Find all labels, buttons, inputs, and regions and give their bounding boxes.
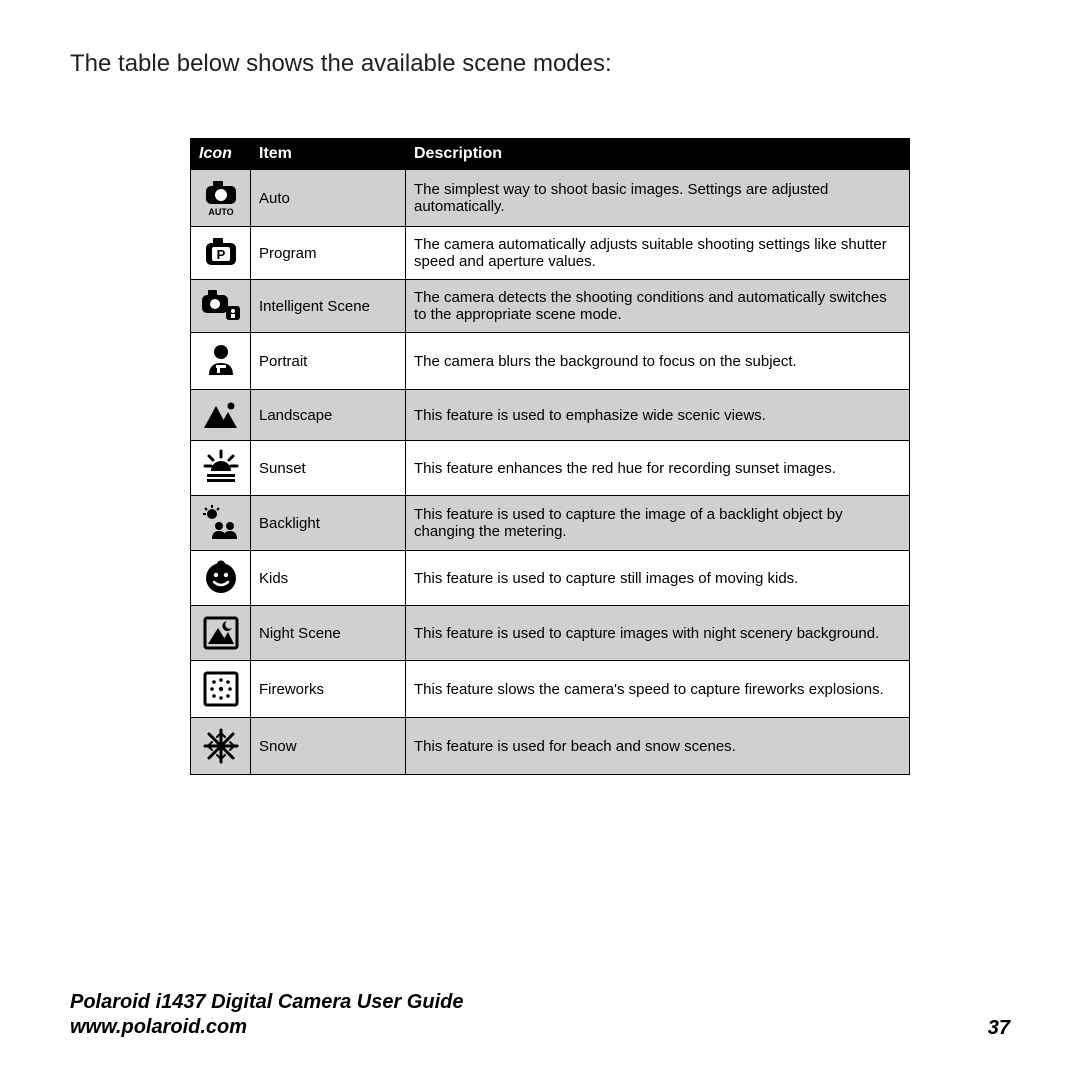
program-mode-icon: P — [201, 235, 241, 271]
table-row: Fireworks This feature slows the camera'… — [191, 661, 910, 718]
desc-cell: This feature is used to capture the imag… — [406, 496, 910, 551]
item-cell: Landscape — [251, 390, 406, 441]
table-row: Kids This feature is used to capture sti… — [191, 551, 910, 606]
intro-text: The table below shows the available scen… — [70, 50, 1010, 78]
table-row: Backlight This feature is used to captur… — [191, 496, 910, 551]
table-row: AUTO Auto The simplest way to shoot basi… — [191, 170, 910, 227]
item-cell: Program — [251, 227, 406, 280]
table-row: P Program The camera automatically adjus… — [191, 227, 910, 280]
table-row: Landscape This feature is used to emphas… — [191, 390, 910, 441]
desc-cell: The camera automatically adjusts suitabl… — [406, 227, 910, 280]
table-row: Intelligent Scene The camera detects the… — [191, 280, 910, 333]
icon-cell-portrait — [191, 333, 251, 390]
item-cell: Kids — [251, 551, 406, 606]
item-cell: Night Scene — [251, 606, 406, 661]
icon-cell-landscape — [191, 390, 251, 441]
item-cell: Intelligent Scene — [251, 280, 406, 333]
item-cell: Auto — [251, 170, 406, 227]
icon-cell-auto: AUTO — [191, 170, 251, 227]
auto-mode-icon: AUTO — [201, 178, 241, 218]
scene-modes-table: Icon Item Description AUTO Auto — [190, 138, 910, 775]
table-row: Portrait The camera blurs the background… — [191, 333, 910, 390]
fireworks-mode-icon — [201, 669, 241, 709]
svg-text:P: P — [216, 247, 225, 262]
desc-cell: This feature is used to capture still im… — [406, 551, 910, 606]
desc-cell: This feature is used to emphasize wide s… — [406, 390, 910, 441]
item-cell: Sunset — [251, 441, 406, 496]
sunset-mode-icon — [201, 449, 241, 487]
footer-title: Polaroid i1437 Digital Camera User Guide — [70, 990, 463, 1015]
footer-url: www.polaroid.com — [70, 1015, 463, 1040]
scene-modes-table-wrap: Icon Item Description AUTO Auto — [190, 138, 910, 775]
icon-cell-program: P — [191, 227, 251, 280]
item-cell: Backlight — [251, 496, 406, 551]
icon-cell-snow — [191, 718, 251, 775]
item-cell: Snow — [251, 718, 406, 775]
desc-cell: The simplest way to shoot basic images. … — [406, 170, 910, 227]
icon-cell-night — [191, 606, 251, 661]
col-header-item: Item — [251, 139, 406, 170]
desc-cell: This feature is used to capture images w… — [406, 606, 910, 661]
page-number: 37 — [988, 1017, 1010, 1040]
item-cell: Portrait — [251, 333, 406, 390]
item-cell: Fireworks — [251, 661, 406, 718]
landscape-mode-icon — [201, 398, 241, 432]
table-row: Night Scene This feature is used to capt… — [191, 606, 910, 661]
icon-cell-sunset — [191, 441, 251, 496]
desc-cell: The camera blurs the background to focus… — [406, 333, 910, 390]
night-scene-icon — [201, 614, 241, 652]
table-row: Sunset This feature enhances the red hue… — [191, 441, 910, 496]
desc-cell: This feature is used for beach and snow … — [406, 718, 910, 775]
portrait-mode-icon — [201, 341, 241, 381]
backlight-mode-icon — [200, 504, 242, 542]
desc-cell: The camera detects the shooting conditio… — [406, 280, 910, 333]
icon-cell-backlight — [191, 496, 251, 551]
intelligent-scene-icon — [199, 288, 243, 324]
desc-cell: This feature enhances the red hue for re… — [406, 441, 910, 496]
icon-cell-kids — [191, 551, 251, 606]
svg-text:AUTO: AUTO — [208, 207, 233, 217]
icon-cell-intelligent — [191, 280, 251, 333]
col-header-description: Description — [406, 139, 910, 170]
col-header-icon: Icon — [191, 139, 251, 170]
icon-cell-fireworks — [191, 661, 251, 718]
page-footer: Polaroid i1437 Digital Camera User Guide… — [70, 990, 1010, 1040]
table-row: Snow This feature is used for beach and … — [191, 718, 910, 775]
kids-mode-icon — [202, 559, 240, 597]
snow-mode-icon — [201, 726, 241, 766]
desc-cell: This feature slows the camera's speed to… — [406, 661, 910, 718]
